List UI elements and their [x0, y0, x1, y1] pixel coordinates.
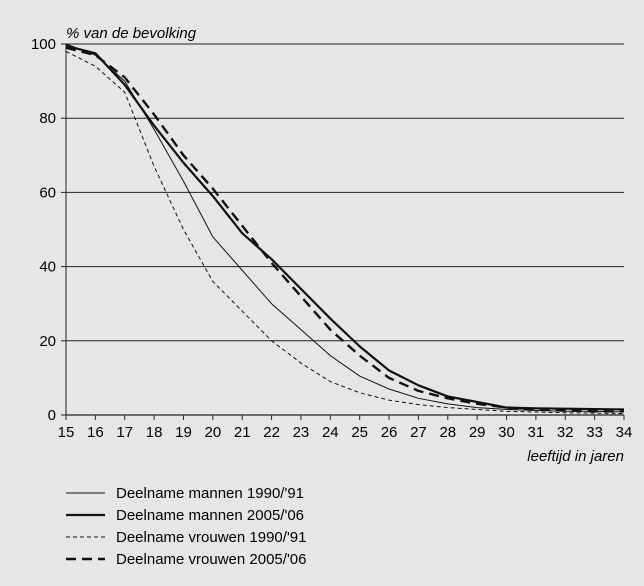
y-tick-label: 0 — [48, 407, 56, 424]
x-axis-label: leeftijd in jaren — [527, 448, 624, 465]
y-tick-label: 60 — [39, 184, 56, 201]
legend-label: Deelname mannen 2005/'06 — [116, 507, 304, 524]
x-tick-label: 21 — [234, 424, 251, 441]
x-tick-label: 23 — [293, 424, 310, 441]
y-tick-label: 40 — [39, 259, 56, 276]
x-tick-label: 33 — [586, 424, 603, 441]
legend-label: Deelname vrouwen 1990/'91 — [116, 529, 307, 546]
x-tick-label: 16 — [87, 424, 104, 441]
y-tick-label: 100 — [31, 36, 56, 53]
y-tick-label: 20 — [39, 333, 56, 350]
x-tick-label: 18 — [146, 424, 163, 441]
legend: Deelname mannen 1990/'91 Deelname mannen … — [66, 485, 307, 568]
x-tick-label: 20 — [204, 424, 221, 441]
x-tick-label: 26 — [381, 424, 398, 441]
y-axis-label: % van de bevolking — [66, 25, 197, 42]
x-tick-label: 34 — [616, 424, 633, 441]
series-line-3 — [65, 50, 625, 415]
x-tick-label: 28 — [439, 424, 456, 441]
y-tick-labels: 0 20 40 60 80 100 — [31, 36, 66, 424]
series-line-4 — [65, 46, 624, 413]
x-tick-label: 19 — [175, 424, 192, 441]
x-tick-label: 27 — [410, 424, 427, 441]
gridlines — [66, 43, 624, 342]
x-tick-label: 32 — [557, 424, 574, 441]
series-lines — [65, 43, 625, 415]
x-tick-label: 31 — [528, 424, 545, 441]
x-tick-label: 30 — [498, 424, 515, 441]
x-tick-label: 15 — [58, 424, 75, 441]
y-tick-label: 80 — [39, 110, 56, 127]
x-tick-labels: 15 16 17 18 19 20 21 22 23 24 25 26 27 28 29 30 31 32 33 34 — [58, 415, 633, 441]
legend-label: Deelname mannen 1990/'91 — [116, 485, 304, 502]
x-tick-label: 22 — [263, 424, 280, 441]
axes — [65, 44, 624, 416]
x-tick-label: 24 — [322, 424, 339, 441]
legend-label: Deelname vrouwen 2005/'06 — [116, 551, 307, 568]
x-tick-label: 29 — [469, 424, 486, 441]
series-line-2 — [65, 44, 625, 411]
series-line-1 — [65, 43, 625, 413]
x-tick-label: 17 — [116, 424, 133, 441]
x-tick-label: 25 — [351, 424, 368, 441]
